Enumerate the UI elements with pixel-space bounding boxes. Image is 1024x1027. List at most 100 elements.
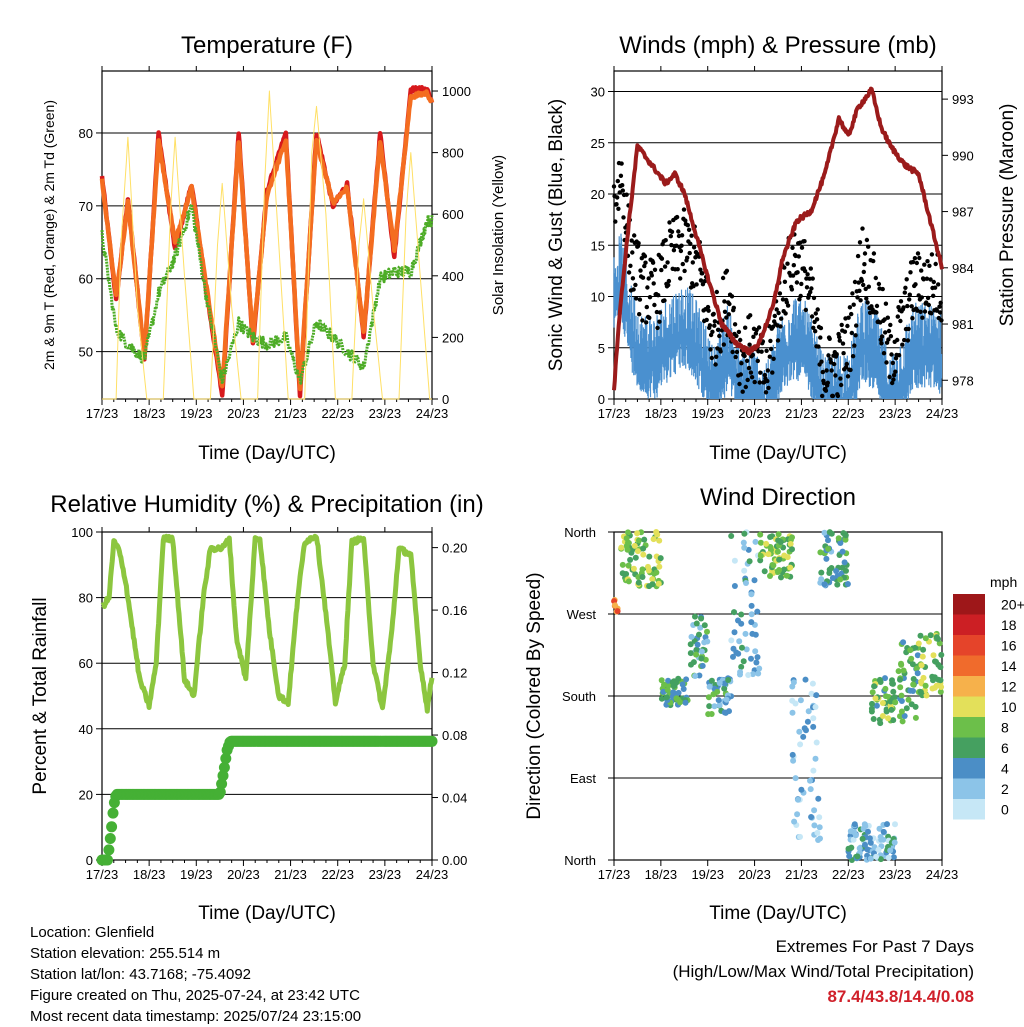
direction-point bbox=[748, 591, 755, 598]
gust-point bbox=[759, 349, 764, 354]
gust-point bbox=[849, 311, 854, 317]
direction-point bbox=[810, 767, 817, 774]
gust-point bbox=[747, 342, 752, 347]
gust-point bbox=[732, 322, 738, 327]
direction-point bbox=[725, 677, 732, 683]
gust-point bbox=[929, 252, 935, 257]
gust-point bbox=[720, 275, 726, 281]
winds-ytick-label: 20 bbox=[591, 187, 605, 202]
gust-point bbox=[855, 253, 861, 259]
latest-timestamp-text: Most recent data timestamp: 2025/07/24 2… bbox=[30, 1008, 362, 1025]
gust-point bbox=[816, 344, 821, 349]
winds-ytick-right-label: 993 bbox=[952, 92, 974, 107]
direction-point bbox=[731, 609, 737, 616]
humidity-ytick-right-label: 0.20 bbox=[442, 541, 467, 556]
gust-point bbox=[726, 312, 731, 317]
direction-point bbox=[865, 828, 871, 835]
direction-point bbox=[917, 689, 924, 695]
gust-point bbox=[714, 289, 719, 295]
winds-title: Winds (mph) & Pressure (mb) bbox=[619, 32, 936, 59]
direction-point bbox=[877, 856, 884, 863]
direction-point bbox=[859, 835, 866, 842]
humidity-xtick-label: 22/23 bbox=[321, 867, 354, 882]
direction-ytick-label: West bbox=[567, 607, 597, 622]
gust-point bbox=[649, 273, 654, 278]
extremes-values: 87.4/43.8/14.4/0.08 bbox=[827, 987, 974, 1006]
direction-point bbox=[882, 685, 889, 692]
direction-point bbox=[646, 553, 653, 560]
gust-point bbox=[846, 315, 851, 320]
direction-point bbox=[821, 581, 828, 588]
direction-xtick-label: 18/23 bbox=[645, 867, 678, 882]
direction-point bbox=[885, 715, 892, 722]
direction-point bbox=[867, 839, 874, 846]
humidity-xtick-label: 18/23 bbox=[133, 867, 166, 882]
direction-point bbox=[900, 667, 907, 674]
gust-point bbox=[925, 295, 931, 301]
direction-point bbox=[841, 559, 848, 566]
gust-point bbox=[765, 368, 771, 373]
gust-point bbox=[864, 237, 870, 243]
gust-point bbox=[833, 373, 838, 378]
gust-point bbox=[694, 282, 699, 287]
gust-point bbox=[743, 384, 748, 390]
direction-point bbox=[897, 676, 903, 683]
gust-point bbox=[826, 353, 831, 358]
gust-point bbox=[908, 270, 913, 275]
direction-point bbox=[625, 562, 632, 569]
gust-point bbox=[618, 173, 624, 178]
gust-point bbox=[772, 313, 777, 319]
gust-point bbox=[771, 356, 776, 361]
gust-point bbox=[698, 267, 703, 272]
temperature-xtick-label: 19/23 bbox=[180, 406, 213, 421]
direction-point bbox=[808, 690, 815, 697]
winds-series-sonic-wind bbox=[613, 233, 943, 399]
direction-point bbox=[706, 683, 713, 690]
winds-ylabel-right: Station Pressure (Maroon) bbox=[997, 104, 1018, 327]
direction-ylabel: Direction (Colored By Speed) bbox=[524, 572, 545, 819]
gust-point bbox=[613, 219, 618, 224]
direction-point bbox=[655, 580, 662, 587]
gust-point bbox=[891, 373, 897, 378]
direction-point bbox=[741, 567, 748, 574]
colorbar-label: 20+ bbox=[1001, 596, 1024, 612]
humidity-ytick-label: 60 bbox=[79, 656, 93, 671]
gust-point bbox=[837, 338, 842, 343]
temperature-ytick-right-label: 600 bbox=[442, 207, 464, 222]
direction-point bbox=[888, 706, 895, 713]
direction-point bbox=[777, 539, 784, 545]
direction-point bbox=[641, 536, 648, 543]
colorbar-swatch bbox=[953, 635, 985, 656]
direction-point bbox=[754, 608, 761, 615]
colorbar-label: 8 bbox=[1001, 719, 1009, 735]
direction-point bbox=[869, 689, 876, 696]
direction-point bbox=[914, 670, 921, 677]
temperature-xtick-label: 22/23 bbox=[321, 406, 354, 421]
colorbar-label: 10 bbox=[1001, 699, 1017, 715]
direction-point bbox=[658, 677, 665, 684]
direction-point bbox=[749, 671, 756, 678]
gust-point bbox=[711, 311, 716, 317]
gust-point bbox=[851, 302, 856, 307]
gust-point bbox=[907, 292, 912, 297]
gust-point bbox=[857, 288, 862, 293]
winds-ytick-label: 25 bbox=[591, 136, 605, 151]
temperature-ylabel-right: Solar Insolation (Yellow) bbox=[490, 155, 507, 315]
gust-point bbox=[704, 317, 709, 323]
direction-point bbox=[817, 835, 823, 842]
temperature-xtick-label: 18/23 bbox=[133, 406, 166, 421]
direction-point bbox=[661, 681, 667, 688]
gust-point bbox=[748, 313, 753, 318]
direction-point bbox=[789, 697, 796, 704]
temperature-ytick-label: 60 bbox=[79, 272, 93, 287]
precip-point bbox=[106, 821, 118, 833]
colorbar-swatch bbox=[953, 676, 985, 697]
direction-point bbox=[837, 540, 844, 546]
direction-point bbox=[640, 551, 647, 558]
direction-point bbox=[810, 715, 817, 722]
direction-point bbox=[871, 683, 878, 690]
winds-xtick-label: 23/23 bbox=[879, 406, 912, 421]
gust-point bbox=[709, 355, 714, 361]
gust-point bbox=[900, 342, 905, 347]
gust-point bbox=[890, 380, 895, 386]
